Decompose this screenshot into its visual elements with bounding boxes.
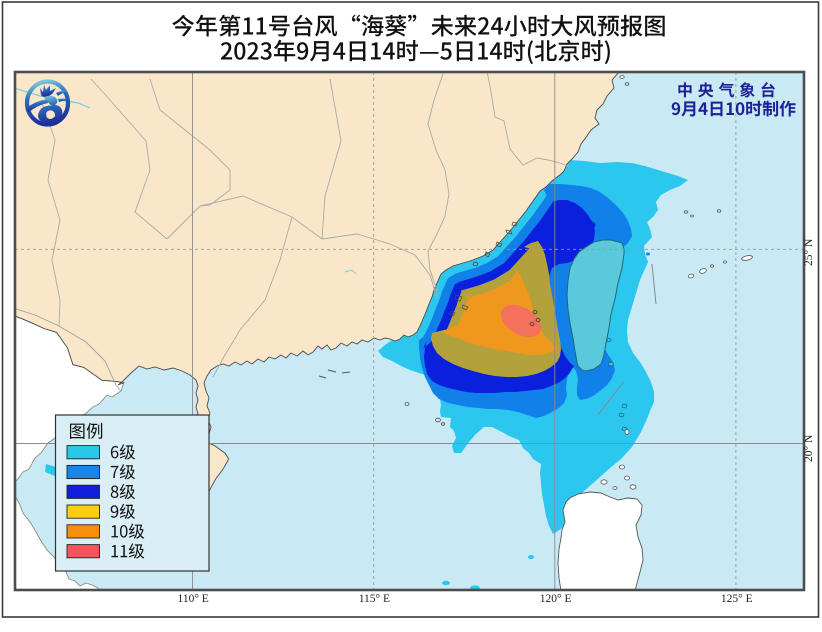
svg-text:120° E: 120° E bbox=[540, 593, 572, 605]
svg-text:20° N: 20° N bbox=[803, 434, 815, 462]
svg-text:25° N: 25° N bbox=[803, 238, 815, 266]
svg-text:125° E: 125° E bbox=[721, 593, 753, 605]
svg-text:110° E: 110° E bbox=[178, 593, 209, 605]
svg-text:115° E: 115° E bbox=[359, 593, 390, 605]
